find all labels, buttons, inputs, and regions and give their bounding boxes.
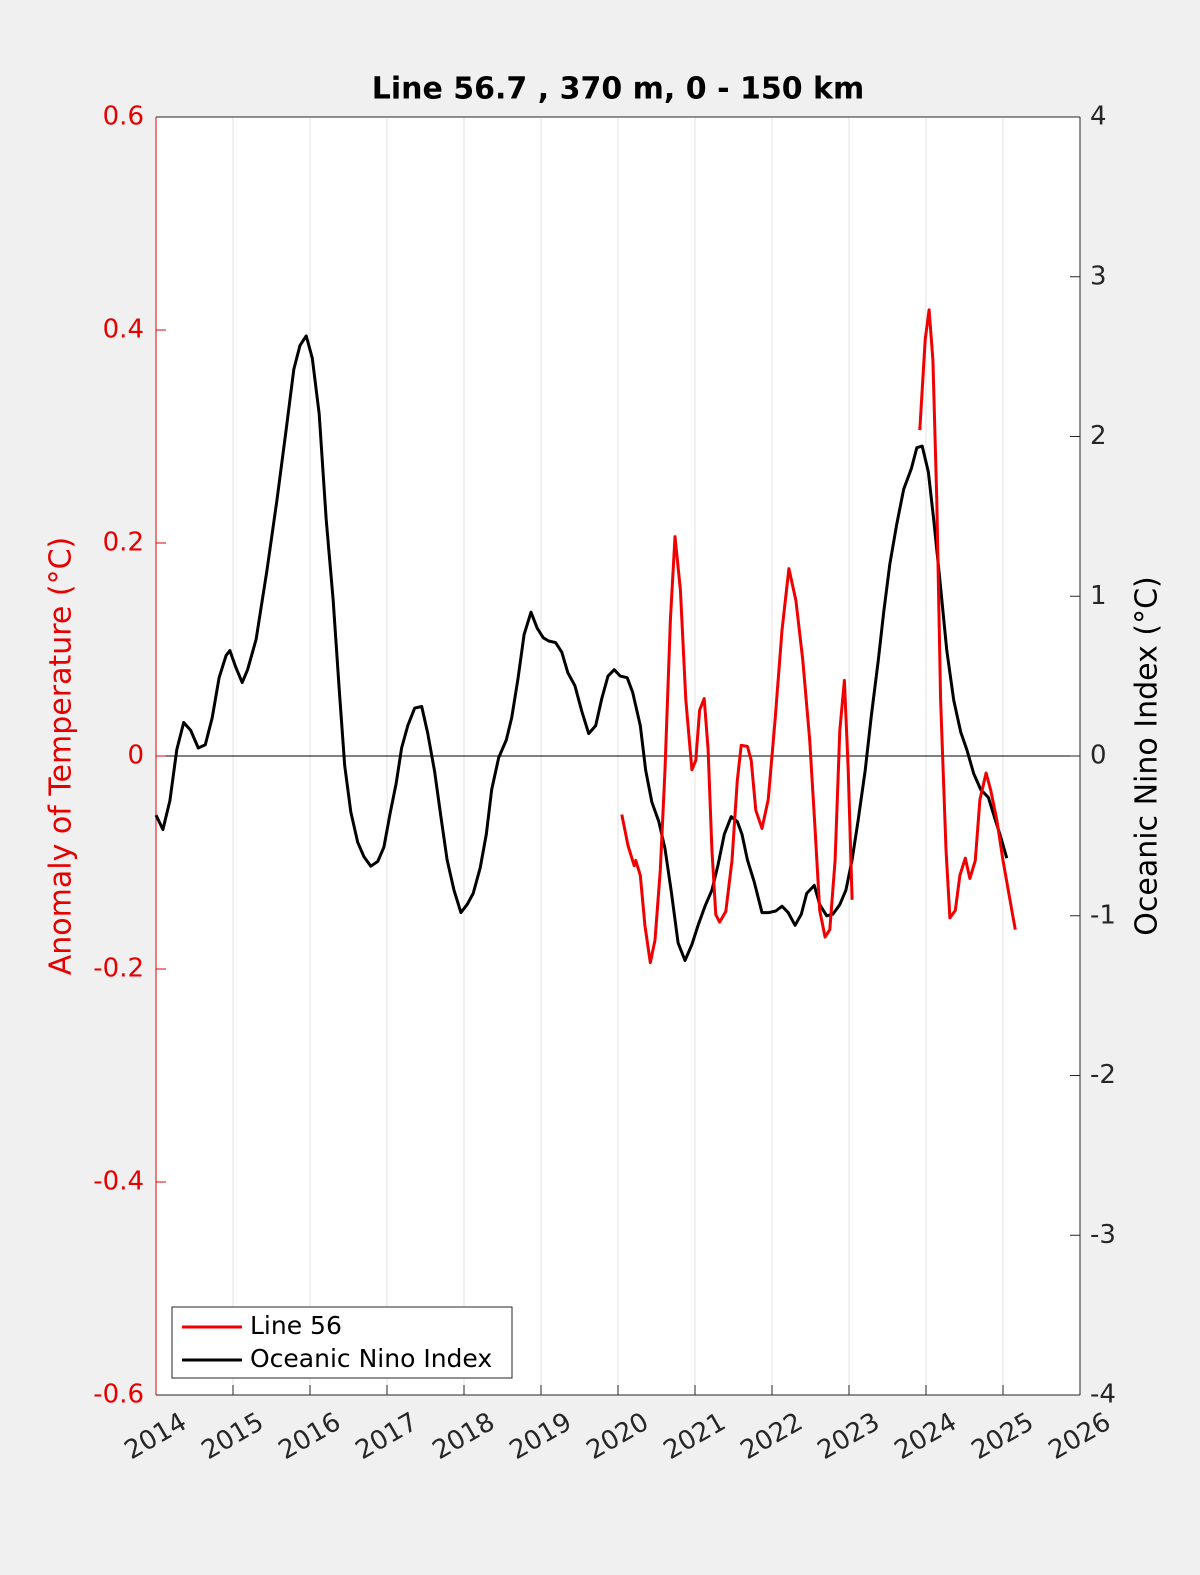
y2-tick-label: -4 xyxy=(1090,1380,1116,1410)
y2-tick-label: -3 xyxy=(1090,1220,1116,1250)
y-tick-label: 0.4 xyxy=(103,315,144,345)
y2-tick-label: 3 xyxy=(1090,261,1107,291)
y-tick-label: -0.4 xyxy=(93,1167,144,1197)
legend-label: Line 56 xyxy=(250,1311,342,1340)
y2-tick-label: 4 xyxy=(1090,102,1107,132)
x-tick-label: 2023 xyxy=(813,1407,885,1466)
chart-title: Line 56.7 , 370 m, 0 - 150 km xyxy=(372,72,865,107)
y2-tick-label: -1 xyxy=(1090,900,1116,930)
y-tick-label: -0.2 xyxy=(93,954,144,984)
y-axis-label: Anomaly of Temperature (°C) xyxy=(44,537,79,976)
x-tick-label: 2016 xyxy=(274,1407,346,1466)
x-tick-label: 2015 xyxy=(197,1407,269,1466)
legend-label: Oceanic Nino Index xyxy=(250,1344,492,1373)
x-tick-label: 2018 xyxy=(428,1407,500,1466)
y2-tick-label: 0 xyxy=(1090,741,1107,771)
x-tick-label: 2026 xyxy=(1044,1407,1116,1466)
y-tick-label: -0.6 xyxy=(93,1380,144,1410)
y2-tick-label: -2 xyxy=(1090,1060,1116,1090)
legend-box xyxy=(171,1306,513,1379)
x-tick-label: 2014 xyxy=(120,1407,192,1466)
x-tick-label: 2021 xyxy=(659,1407,731,1466)
x-tick-label: 2020 xyxy=(582,1407,654,1466)
y2-axis-label: Oceanic Nino Index (°C) xyxy=(1130,576,1165,936)
x-tick-label: 2024 xyxy=(890,1407,962,1466)
y-tick-label: 0.6 xyxy=(103,102,144,132)
x-tick-label: 2025 xyxy=(967,1407,1039,1466)
y-tick-label: 0 xyxy=(127,741,144,771)
data-line xyxy=(154,334,1009,962)
y-tick-label: 0.2 xyxy=(103,528,144,558)
x-tick-label: 2017 xyxy=(351,1407,423,1466)
x-tick-label: 2019 xyxy=(505,1407,577,1466)
y2-tick-label: 1 xyxy=(1090,581,1107,611)
x-tick-label: 2022 xyxy=(736,1407,808,1466)
y2-tick-label: 2 xyxy=(1090,421,1107,451)
data-line xyxy=(620,308,1017,965)
